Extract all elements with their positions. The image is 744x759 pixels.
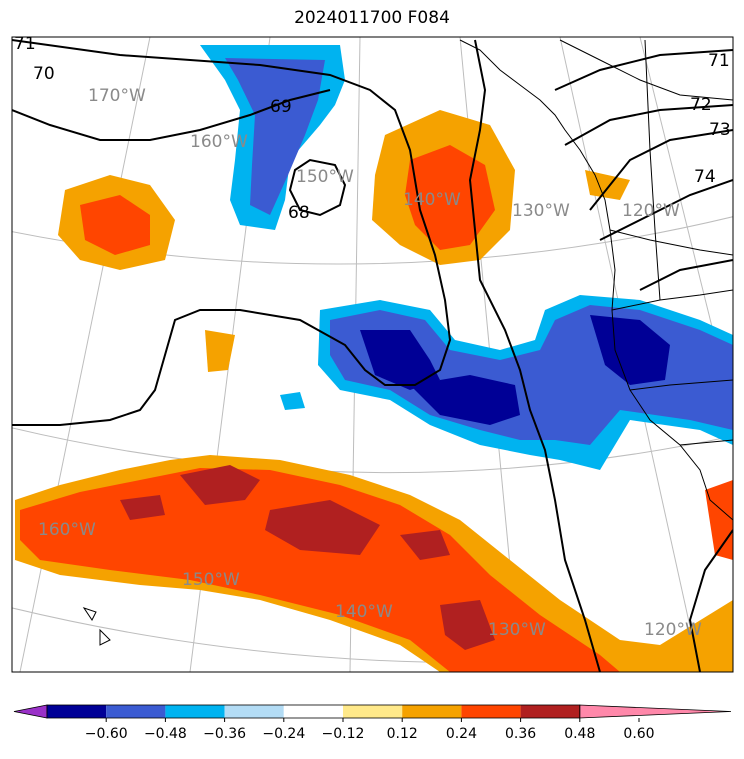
coastlines xyxy=(82,39,733,646)
contour-label: 73 xyxy=(709,120,731,140)
colorbar-cell xyxy=(165,705,225,718)
colorbar-outline xyxy=(46,704,581,719)
colorbar-cell xyxy=(283,705,343,718)
height-contours xyxy=(12,39,733,672)
colorbar-cell xyxy=(461,705,521,718)
colorbar-cell xyxy=(520,705,580,718)
colorbar-tick-label: −0.60 xyxy=(85,726,128,742)
colorbar-cell xyxy=(106,705,166,718)
colorbar-tick-label: 0.36 xyxy=(505,726,536,742)
negative-anomaly-patch xyxy=(280,392,305,410)
lon-label: 150°W xyxy=(296,167,354,187)
contour-label: 72 xyxy=(690,95,712,115)
colorbar: −0.60 −0.48 −0.36 −0.24 −0.12 0.12 0.24 0.36 0.4… xyxy=(13,704,732,742)
lon-label: 170°W xyxy=(88,86,146,106)
colorbar-extend-low xyxy=(13,704,48,719)
lon-label: 150°W xyxy=(182,570,240,590)
contour-label: 74 xyxy=(694,167,716,187)
lon-label: 160°W xyxy=(38,520,96,540)
colorbar-tick-label: −0.24 xyxy=(262,726,305,742)
colorbar-extend-high xyxy=(579,704,732,719)
colorbar-tick-label: 0.48 xyxy=(564,726,595,742)
lon-label: 160°W xyxy=(190,132,248,152)
lon-label: 130°W xyxy=(512,201,570,221)
positive-anomaly-south xyxy=(15,455,733,672)
colorbar-tick-label: 0.12 xyxy=(387,726,418,742)
lon-label: 140°W xyxy=(403,190,461,210)
map-frame xyxy=(11,36,734,673)
contour-label: 70 xyxy=(33,64,55,84)
colorbar-tick-label: −0.36 xyxy=(203,726,246,742)
colorbar-cell xyxy=(47,705,107,718)
lon-label: 140°W xyxy=(335,602,393,622)
colorbar-cell xyxy=(224,705,284,718)
colorbar-tick-label: 0.60 xyxy=(623,726,654,742)
colorbar-tick-label: 0.24 xyxy=(446,726,477,742)
colorbar-tick-label: −0.48 xyxy=(144,726,187,742)
lon-label: 130°W xyxy=(488,620,546,640)
map-title: 2024011700 F084 xyxy=(294,8,450,28)
colorbar-tick-label: −0.12 xyxy=(322,726,365,742)
colorbar-cell xyxy=(402,705,462,718)
lon-label: 120°W xyxy=(644,620,702,640)
contour-label: 68 xyxy=(288,203,310,223)
positive-anomaly-west xyxy=(58,175,175,270)
contour-label: 69 xyxy=(270,97,292,117)
colorbar-cell xyxy=(343,705,403,718)
lon-label: 120°W xyxy=(622,201,680,221)
contour-label: 71 xyxy=(14,34,36,54)
positive-anomaly-patch xyxy=(205,330,235,372)
contour-label: 71 xyxy=(708,51,730,71)
negative-anomaly-central xyxy=(318,295,733,470)
